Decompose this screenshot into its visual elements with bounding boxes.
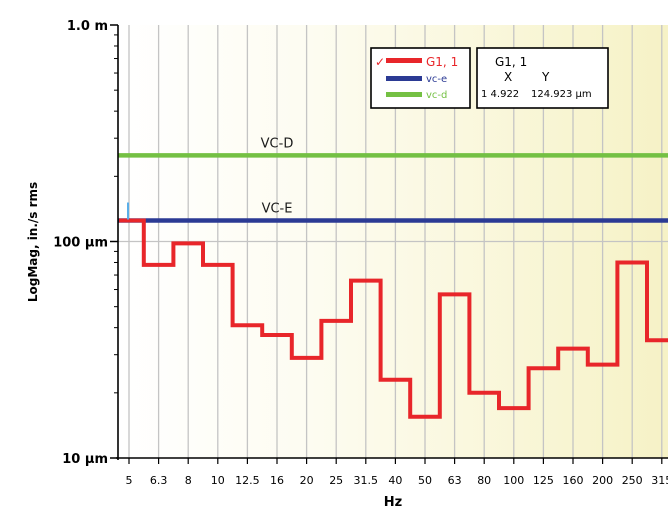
series-line-g1 (119, 218, 668, 419)
axis-ticks: 5 6.3 8 10 12.5 16 20 25 31.5 40 50 63 80 100 125 160 20… (53, 19, 668, 487)
x-tick-label: 63 (448, 474, 462, 487)
x-tick-label: 16 (270, 474, 284, 487)
legend-label-g1: G1, 1 (426, 55, 458, 69)
x-tick-label: 160 (563, 474, 584, 487)
legend-swatch-vc-e (386, 76, 422, 81)
x-tick-label: 100 (503, 474, 524, 487)
x-tick-label: 20 (300, 474, 314, 487)
x-tick-label: 315 (651, 474, 668, 487)
y-tick-label: 100 µm (53, 236, 108, 251)
x-tick-label: 25 (329, 474, 343, 487)
cursor-y-header: Y (541, 70, 550, 84)
cursor-readout: G1, 1 X Y 1 4.922 124.923 µm (476, 47, 609, 109)
data-point (483, 391, 486, 394)
x-tick-label: 5 (126, 474, 133, 487)
x-tick-label: 40 (388, 474, 402, 487)
grid-lines (118, 25, 668, 458)
x-tick-label: 250 (622, 474, 643, 487)
data-point (276, 334, 279, 337)
x-tick-label: 200 (592, 474, 613, 487)
data-point (394, 378, 397, 381)
data-point (424, 415, 427, 418)
x-tick-label: 80 (477, 474, 491, 487)
x-tick-label: 12.5 (235, 474, 260, 487)
data-point (187, 242, 190, 245)
x-tick-label: 10 (211, 474, 225, 487)
data-point (130, 219, 133, 222)
cursor-x-header: X (504, 70, 512, 84)
x-tick-label: 50 (418, 474, 432, 487)
x-tick-label: 6.3 (150, 474, 168, 487)
y-axis-title: LogMag, in./s rms (26, 182, 40, 302)
x-tick-label: 8 (185, 474, 192, 487)
cursor-readout-title: G1, 1 (495, 55, 527, 69)
reference-label-vc-e: VC-E (262, 202, 293, 217)
y-tick-label: 1.0 m (67, 19, 108, 34)
cursor-x-value: 1 4.922 (481, 89, 519, 100)
data-point (601, 363, 604, 366)
reference-lines: VC-E VC-D (118, 136, 668, 223)
data-point (631, 261, 634, 264)
data-point (542, 367, 545, 370)
reference-label-vc-d: VC-D (261, 136, 294, 151)
cursor-readout-box (476, 47, 609, 109)
legend-swatch-vc-d (386, 92, 422, 97)
data-point (453, 293, 456, 296)
legend-label-vc-e: vc-e (426, 74, 447, 85)
y-tick-label: 10 µm (62, 452, 108, 467)
x-tick-label: 31.5 (354, 474, 379, 487)
data-point (246, 324, 249, 327)
legend-label-vc-d: vc-d (426, 90, 447, 101)
data-point (656, 339, 659, 342)
data-point (572, 347, 575, 350)
data-point (305, 356, 308, 359)
data-point (364, 279, 367, 282)
x-axis-title: Hz (384, 495, 402, 510)
data-point (512, 407, 515, 410)
legend-check-mark[interactable]: ✓ (375, 55, 385, 69)
legend-swatch-g1 (386, 58, 422, 63)
cursor-y-value: 124.923 µm (531, 89, 592, 100)
data-point (335, 319, 338, 322)
series-lines (119, 202, 668, 419)
legend: ✓ G1, 1 vc-e vc-d (370, 47, 471, 109)
data-point (157, 263, 160, 266)
x-tick-label: 125 (533, 474, 554, 487)
data-point (216, 263, 219, 266)
